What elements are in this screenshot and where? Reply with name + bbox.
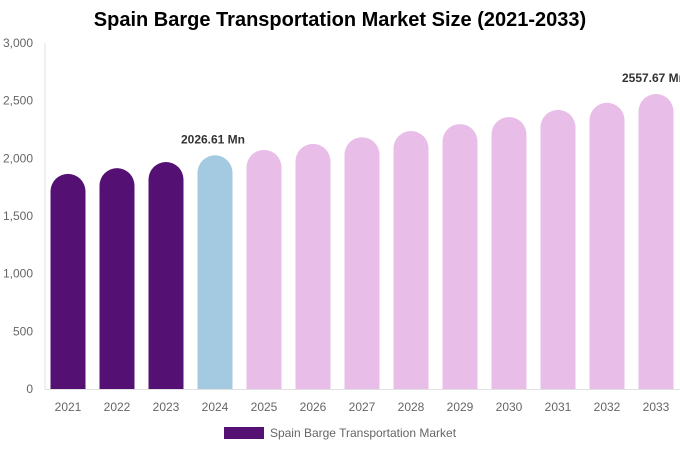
bar-2030	[491, 117, 527, 389]
data-label-2033: 2557.67 Mn	[622, 71, 680, 85]
data-label-2024: 2026.61 Mn	[181, 132, 245, 146]
legend-swatch	[223, 427, 264, 439]
chart-title: Spain Barge Transportation Market Size (…	[93, 9, 587, 31]
x-tick-label: 2022	[104, 400, 131, 414]
bar-2028	[393, 130, 429, 389]
x-tick-label: 2024	[202, 400, 229, 414]
y-tick-label: 0	[26, 382, 33, 396]
x-tick-label: 2026	[300, 400, 327, 414]
bar-2033	[638, 94, 674, 390]
bar-2024	[197, 155, 233, 389]
y-tick-label: 500	[13, 324, 33, 338]
bar-2027	[344, 137, 380, 389]
x-tick-label: 2033	[643, 400, 670, 414]
x-tick-label: 2023	[153, 400, 180, 414]
bar-2025	[246, 149, 282, 389]
y-tick-label: 2,500	[3, 94, 33, 108]
y-tick-label: 2,000	[3, 151, 33, 165]
x-tick-label: 2030	[496, 400, 523, 414]
bar-2023	[148, 162, 184, 389]
x-tick-label: 2027	[349, 400, 376, 414]
x-tick-label: 2025	[251, 400, 278, 414]
bar-2026	[295, 143, 331, 389]
y-tick-label: 1,500	[3, 209, 33, 223]
legend: Spain Barge Transportation Market	[0, 426, 680, 440]
bar-2021	[50, 173, 86, 389]
bar-2029	[442, 124, 478, 390]
y-tick-label: 1,000	[3, 267, 33, 281]
bar-2031	[540, 109, 576, 389]
bar-2032	[589, 102, 625, 389]
legend-label: Spain Barge Transportation Market	[269, 426, 457, 440]
x-tick-label: 2021	[55, 400, 82, 414]
y-tick-label: 3,000	[3, 36, 33, 50]
x-tick-label: 2032	[594, 400, 621, 414]
x-tick-label: 2028	[398, 400, 425, 414]
bar-2022	[99, 168, 135, 389]
x-tick-label: 2031	[545, 400, 572, 414]
x-tick-label: 2029	[447, 400, 474, 414]
